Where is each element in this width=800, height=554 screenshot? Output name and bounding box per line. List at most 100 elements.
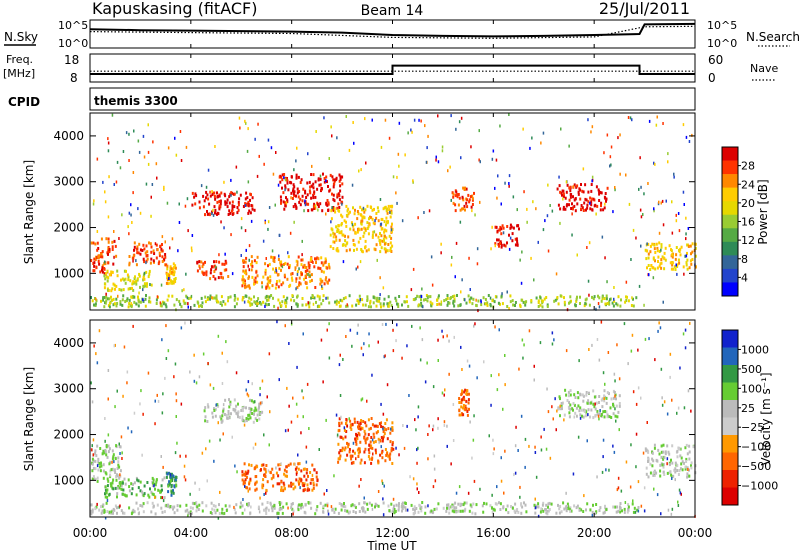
power-colorbar-swatch: [722, 282, 738, 297]
velocity-cell: [338, 363, 341, 367]
velocity-cell: [359, 440, 362, 444]
velocity-cell: [443, 420, 446, 424]
power-cell: [118, 237, 120, 240]
power-cell: [112, 297, 115, 301]
velocity-cell: [132, 482, 134, 486]
power-cell: [97, 259, 100, 263]
velocity-cell: [574, 396, 577, 399]
velocity-cell: [666, 444, 669, 448]
velocity-cell: [371, 446, 374, 450]
velocity-cell: [432, 424, 435, 428]
velocity-cell: [357, 425, 359, 429]
velocity-cell: [123, 493, 126, 497]
velocity-cell: [167, 484, 170, 488]
power-cell: [312, 302, 315, 306]
velocity-cell: [109, 482, 112, 486]
power-cell: [562, 197, 564, 201]
power-cell: [333, 207, 336, 211]
power-cell: [410, 128, 412, 132]
velocity-cell: [288, 404, 290, 408]
velocity-cell: [91, 462, 94, 466]
velocity-cell: [354, 505, 357, 509]
power-cell: [608, 300, 611, 304]
power-cell: [111, 113, 114, 117]
power-cell: [653, 243, 656, 247]
power-cell: [300, 178, 303, 182]
power-cell: [182, 299, 185, 303]
nsearch-label: N.Search: [746, 30, 800, 44]
power-cell: [201, 305, 203, 308]
power-cell: [294, 267, 296, 271]
velocity-cell: [397, 506, 400, 510]
power-cell: [321, 209, 324, 213]
velocity-cell: [633, 506, 636, 510]
velocity-cell: [360, 419, 363, 422]
noise-tick-left-bottom: 10^0: [58, 37, 88, 50]
velocity-cell: [447, 503, 450, 507]
velocity-cell: [397, 504, 400, 508]
power-cell: [109, 272, 112, 276]
velocity-cell: [368, 427, 371, 431]
velocity-cell: [637, 506, 640, 509]
power-cell: [332, 193, 335, 197]
power-cell: [654, 162, 656, 166]
velocity-cell: [502, 407, 504, 411]
power-cell: [660, 201, 662, 205]
velocity-cell: [381, 323, 384, 326]
power-cell: [591, 175, 594, 179]
velocity-cell: [566, 399, 569, 402]
velocity-cell: [390, 449, 393, 453]
velocity-colorbar-frame: [721, 329, 739, 506]
velocity-cell: [550, 502, 553, 506]
power-cell: [291, 272, 294, 276]
velocity-cell: [562, 501, 565, 505]
power-cell: [296, 295, 298, 299]
power-cell: [685, 135, 688, 139]
velocity-cell: [285, 502, 288, 506]
power-cell: [330, 217, 333, 221]
power-cell: [437, 114, 439, 118]
velocity-cell: [119, 483, 122, 487]
velocity-cell: [291, 507, 294, 511]
power-cell: [114, 244, 117, 248]
velocity-cell: [352, 441, 355, 445]
velocity-cell: [669, 375, 671, 379]
velocity-cell: [662, 443, 665, 447]
power-cell: [312, 261, 314, 264]
power-cell: [563, 296, 565, 300]
velocity-cell: [596, 412, 599, 416]
velocity-cell: [243, 423, 246, 427]
power-cell: [357, 302, 360, 305]
velocity-cell: [395, 446, 397, 450]
velocity-cell: [91, 444, 93, 448]
power-cell: [653, 161, 655, 165]
power-cell: [361, 250, 364, 254]
velocity-cell: [520, 414, 523, 418]
velocity-cell: [448, 372, 450, 376]
power-cell: [148, 272, 151, 276]
power-cell: [274, 203, 276, 207]
power-cell: [229, 211, 232, 215]
velocity-cell: [677, 500, 679, 504]
power-cell: [94, 258, 97, 261]
velocity-cell: [175, 415, 177, 418]
power-cell: [357, 227, 359, 231]
power-cell: [670, 248, 672, 252]
velocity-cell: [286, 386, 288, 390]
velocity-cell: [606, 415, 609, 419]
power-cell: [142, 243, 145, 247]
power-cell: [418, 295, 421, 299]
velocity-cell: [222, 409, 225, 413]
power-cell: [278, 266, 281, 270]
power-cell: [103, 305, 106, 309]
velocity-cell: [309, 481, 312, 485]
power-cell: [358, 294, 361, 298]
velocity-cell: [311, 488, 314, 492]
power-cell: [437, 296, 440, 300]
power-cell: [375, 298, 378, 302]
velocity-cell: [482, 510, 485, 514]
velocity-cell: [674, 461, 677, 465]
power-cell: [663, 251, 666, 255]
power-cell: [369, 301, 372, 305]
power-cell: [427, 295, 430, 299]
